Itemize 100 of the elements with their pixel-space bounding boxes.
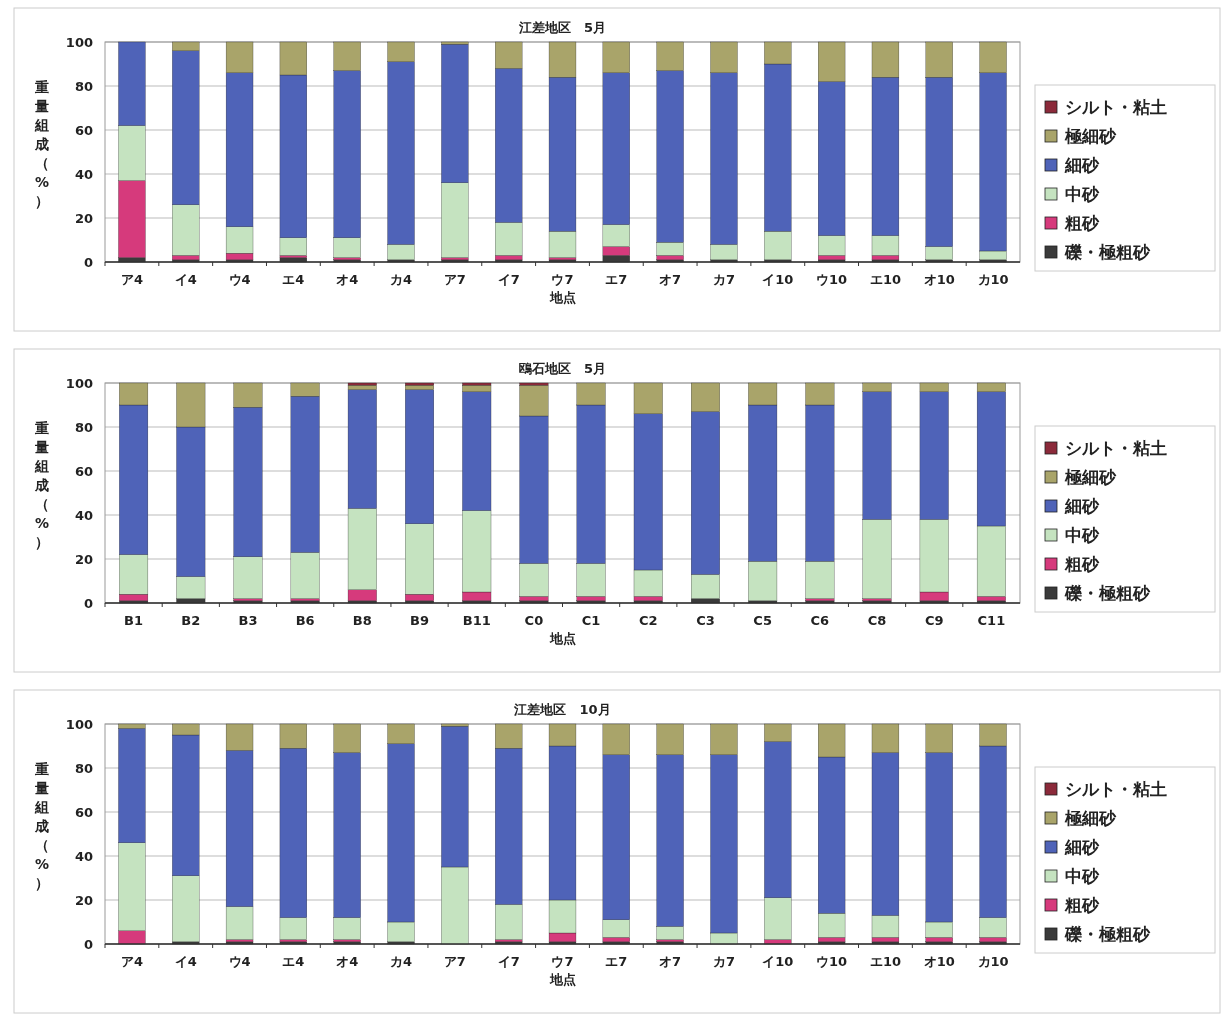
bar [225, 723, 254, 751]
bar [548, 41, 577, 78]
x-tick-label: カ10 [977, 954, 1009, 969]
bar [225, 253, 254, 260]
bar [405, 389, 434, 524]
x-tick-label: C6 [810, 613, 830, 628]
bar [172, 723, 200, 736]
bar [548, 899, 577, 934]
bar [748, 561, 778, 601]
bar [710, 754, 738, 934]
bar [576, 563, 606, 597]
bar [290, 382, 320, 397]
bar [656, 926, 684, 940]
legend-label: 礫・極粗砂 [1064, 583, 1151, 603]
bar [519, 415, 549, 564]
bar [118, 180, 146, 258]
bar [871, 255, 900, 260]
bar [495, 222, 523, 256]
bar [919, 591, 949, 601]
bar [602, 919, 630, 938]
bar [441, 723, 469, 727]
bar [979, 72, 1007, 252]
bar [279, 41, 307, 76]
bar [576, 404, 606, 564]
bar [387, 743, 415, 923]
bar [602, 754, 630, 920]
x-tick-label: ア4 [120, 954, 143, 969]
bar [118, 125, 146, 181]
bar [225, 41, 254, 73]
bar [290, 396, 320, 553]
bar [602, 41, 630, 73]
bar [871, 937, 900, 942]
bar [387, 41, 415, 62]
x-tick-label: ア4 [120, 272, 143, 287]
bar [441, 44, 469, 183]
bar [805, 561, 835, 599]
bar [279, 723, 307, 749]
bar [405, 382, 434, 386]
bar [764, 41, 792, 65]
bar [118, 41, 146, 126]
bar [805, 404, 835, 562]
bar [925, 77, 953, 247]
bar [119, 382, 149, 406]
x-tick-label: B1 [124, 613, 144, 628]
bar [172, 875, 200, 942]
bar [633, 382, 663, 414]
x-tick-label: オ7 [659, 954, 682, 969]
bar [405, 523, 434, 595]
bar [710, 41, 738, 73]
bar [602, 246, 630, 256]
bar [818, 81, 846, 236]
x-tick-label: カ7 [712, 272, 735, 287]
bar [176, 426, 206, 577]
x-tick-label: ウ4 [228, 954, 251, 969]
bar [225, 906, 254, 940]
y-tick-label: 60 [74, 464, 93, 479]
bar [172, 41, 200, 51]
y-tick-label: 20 [74, 893, 93, 908]
bar [462, 382, 492, 386]
bar [347, 389, 377, 509]
x-tick-label: B3 [238, 613, 258, 628]
bar [172, 734, 200, 876]
x-tick-label: C2 [638, 613, 658, 628]
bar [519, 382, 549, 386]
y-tick-label: 80 [74, 420, 93, 435]
x-tick-label: イ4 [174, 954, 197, 969]
x-tick-label: イ4 [174, 272, 197, 287]
bar [225, 226, 254, 254]
legend-label: 中砂 [1065, 184, 1100, 204]
legend-label: 粗砂 [1064, 554, 1100, 574]
bar [387, 244, 415, 260]
x-tick-label: ア7 [443, 272, 466, 287]
bar [333, 237, 361, 258]
bar [172, 50, 200, 205]
bar [710, 72, 738, 245]
bar [333, 41, 361, 71]
bar [119, 554, 149, 595]
bar [764, 723, 792, 742]
x-tick-label: イ7 [497, 272, 520, 287]
bar [118, 930, 146, 945]
x-tick-label: エ10 [869, 272, 901, 287]
x-tick-label: B2 [181, 613, 201, 628]
x-tick-label: B8 [352, 613, 372, 628]
x-tick-label: オ10 [923, 954, 955, 969]
bar [764, 741, 792, 898]
x-tick-label: ウ7 [551, 272, 574, 287]
bar [387, 921, 415, 942]
bar [979, 723, 1007, 747]
y-tick-label: 0 [83, 937, 93, 952]
bar [925, 41, 953, 78]
bar [279, 917, 307, 940]
bar [279, 74, 307, 238]
bar [764, 897, 792, 940]
bar [805, 382, 835, 406]
bar [748, 404, 778, 562]
bar [656, 70, 684, 243]
y-tick-label: 100 [65, 717, 93, 732]
bar [976, 382, 1006, 392]
bar [462, 391, 492, 511]
chart-title: 江差地区 5月 [517, 20, 607, 35]
